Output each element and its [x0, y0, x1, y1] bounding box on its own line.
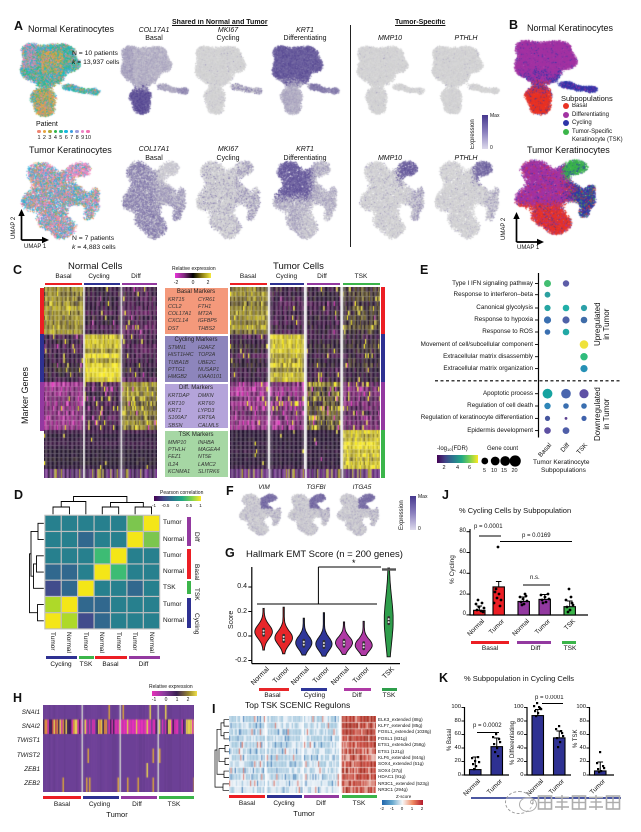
svg-text:*: * [352, 558, 356, 568]
